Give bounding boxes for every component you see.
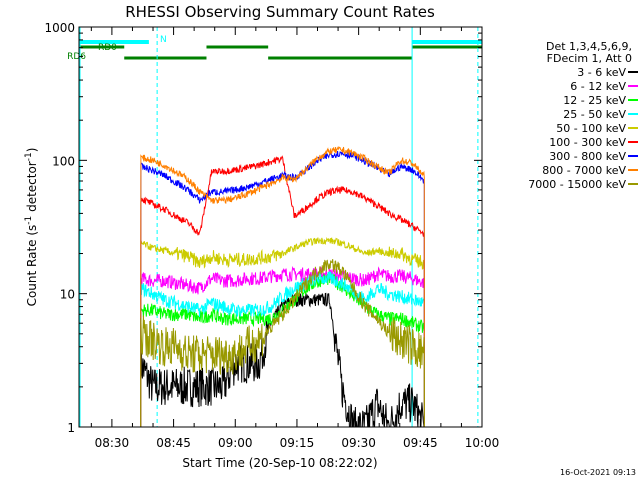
legend-label-2: 6 - 12 keV	[570, 80, 626, 93]
series-line-9	[140, 259, 425, 428]
legend-header-line-2: FDecim 1, Att 0	[547, 52, 632, 65]
series-line-6	[140, 155, 425, 428]
series-line-4	[140, 270, 425, 428]
plot-frame	[78, 26, 483, 428]
annotation-label-rd0: RD0	[98, 43, 117, 53]
legend-label-1: 3 - 6 keV	[577, 66, 626, 79]
legend-label-9: 7000 - 15000 keV	[528, 178, 626, 191]
legend-label-5: 50 - 100 keV	[556, 122, 626, 135]
x-tick-label: 08:45	[156, 436, 191, 450]
x-tick-label: 09:15	[280, 436, 315, 450]
annotation-label-rd6: RD6	[67, 52, 86, 62]
x-tick-label: 08:30	[95, 436, 130, 450]
series-line-2	[140, 265, 425, 428]
series-line-8	[140, 145, 425, 428]
y-tick-label: 1000	[44, 21, 75, 35]
annotation-label-n: N	[160, 35, 167, 45]
x-tick-label: 09:45	[403, 436, 438, 450]
series-line-5	[140, 237, 425, 428]
chart-title: RHESSI Observing Summary Count Rates	[125, 3, 435, 21]
series-line-1	[140, 292, 425, 428]
x-tick-label: 09:30	[341, 436, 376, 450]
x-tick-label: 09:00	[218, 436, 253, 450]
plot-area: N RD0 RD6	[67, 27, 482, 428]
legend-label-4: 25 - 50 keV	[563, 108, 626, 121]
x-axis: 08:30 08:45 09:00 09:15 09:30 09:45 10:00	[90, 27, 500, 450]
y-tick-label: 1	[67, 421, 75, 435]
y-tick-label: 100	[52, 154, 75, 168]
legend-label-8: 800 - 7000 keV	[542, 164, 626, 177]
y-axis: 1 10 100 1000	[44, 21, 482, 435]
legend-label-7: 300 - 800 keV	[549, 150, 626, 163]
y-tick-label: 10	[60, 288, 75, 302]
x-axis-label: Start Time (20-Sep-10 08:22:02)	[182, 456, 377, 470]
x-tick-label: 10:00	[465, 436, 500, 450]
legend-label-3: 12 - 25 keV	[563, 94, 626, 107]
legend-label-6: 100 - 300 keV	[549, 136, 626, 149]
timestamp: 16-Oct-2021 09:13	[560, 468, 636, 477]
y-axis-label: Count Rate (s-1 detector-1)	[24, 148, 39, 307]
legend-header-line-1: Det 1,3,4,5,6,9,	[546, 40, 632, 53]
